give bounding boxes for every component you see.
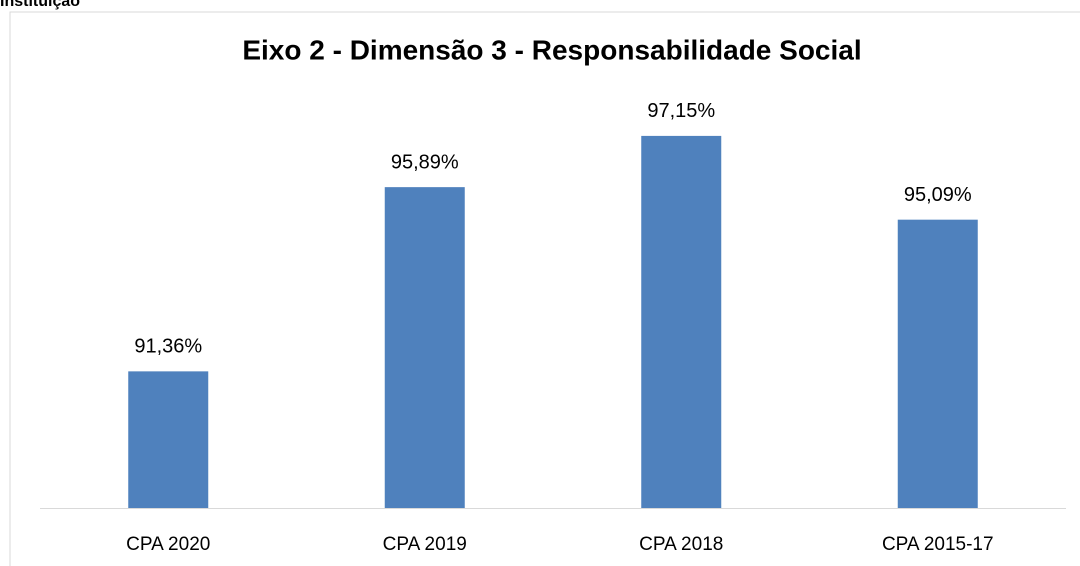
section-heading: Instituição — [0, 0, 80, 10]
x-tick-label: CPA 2020 — [126, 534, 210, 555]
data-label: 97,15% — [647, 100, 715, 122]
x-tick-label: CPA 2019 — [383, 534, 467, 555]
x-tick-label: CPA 2018 — [639, 534, 723, 555]
bar — [384, 187, 465, 508]
bar — [897, 219, 978, 508]
bar — [128, 371, 209, 508]
data-label: 95,89% — [391, 151, 459, 173]
data-label: 91,36% — [134, 336, 202, 358]
bar — [641, 135, 722, 508]
x-tick-label: CPA 2015-17 — [882, 534, 994, 555]
data-label: 95,09% — [904, 184, 972, 206]
chart-title: Eixo 2 - Dimensão 3 - Responsabilidade S… — [242, 34, 861, 65]
